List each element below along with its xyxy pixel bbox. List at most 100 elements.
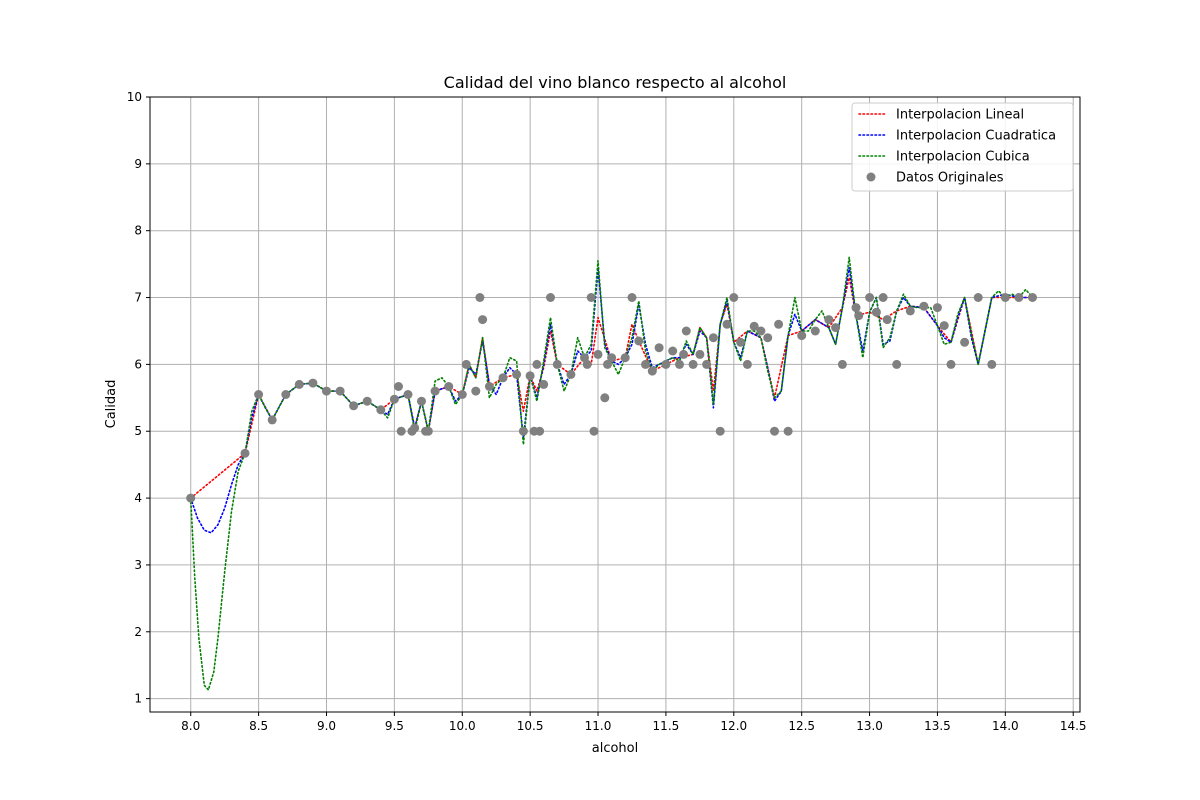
data-point <box>582 359 592 369</box>
x-tick-label: 12.0 <box>720 719 747 733</box>
data-point <box>539 379 549 389</box>
data-point <box>607 353 617 363</box>
data-point <box>417 396 426 406</box>
data-point <box>634 336 644 346</box>
data-point <box>294 379 304 389</box>
data-point <box>702 359 712 369</box>
data-point <box>865 293 875 302</box>
data-point <box>946 359 956 369</box>
data-point <box>973 293 983 302</box>
data-point <box>654 343 664 353</box>
data-point <box>566 369 576 379</box>
data-point <box>749 321 759 331</box>
data-point <box>641 359 650 369</box>
data-point <box>535 426 545 436</box>
data-point <box>423 426 433 436</box>
data-point <box>532 359 542 369</box>
data-point <box>892 359 902 369</box>
data-point <box>939 321 949 331</box>
data-point <box>461 359 471 369</box>
data-point <box>668 346 678 356</box>
y-tick-label: 4 <box>134 491 142 505</box>
data-point <box>905 306 915 316</box>
legend-marker-points <box>866 172 876 182</box>
data-point <box>376 405 386 415</box>
data-point <box>871 307 881 317</box>
data-point <box>240 448 250 458</box>
x-axis-label: alcohol <box>592 741 638 756</box>
x-tick-label: 9.0 <box>317 719 336 733</box>
x-tick-label: 9.5 <box>385 719 404 733</box>
data-point <box>708 333 718 343</box>
data-point <box>254 390 264 399</box>
data-point <box>831 323 841 333</box>
data-point <box>878 293 888 302</box>
data-point <box>729 293 739 302</box>
plot-frame <box>149 96 1081 713</box>
legend-label-points: Datos Originales <box>896 171 1004 186</box>
data-point <box>679 349 689 359</box>
data-point <box>783 426 793 436</box>
data-point <box>810 326 820 336</box>
data-point <box>647 366 657 376</box>
y-axis-label: Calidad <box>104 380 119 429</box>
data-point <box>854 311 864 321</box>
x-tick-label: 14.0 <box>992 719 1019 733</box>
legend-label-0: Interpolacion Lineal <box>896 108 1024 123</box>
data-point <box>882 315 892 325</box>
y-tick-label: 5 <box>134 424 142 438</box>
series-line-2 <box>189 256 1034 691</box>
data-point <box>722 319 732 329</box>
x-tick-label: 8.5 <box>249 719 268 733</box>
legend: Interpolacion Lineal Interpolacion Cuadra… <box>851 102 1074 192</box>
data-point <box>837 359 847 369</box>
data-point <box>525 371 535 381</box>
grid <box>150 96 1080 712</box>
x-tick-label: 11.5 <box>653 719 680 733</box>
data-point <box>824 315 834 325</box>
data-point <box>394 382 403 391</box>
x-axis-ticks: 8.0 8.5 9.0 9.5 10.0 10.5 11.0 11.5 12.0 12.5 13.0… <box>181 712 1087 733</box>
x-tick-label: 11.0 <box>585 719 612 733</box>
data-point <box>335 386 345 396</box>
data-point <box>475 293 485 302</box>
data-point <box>797 331 807 341</box>
data-point <box>410 423 420 433</box>
data-point <box>396 426 406 436</box>
chart-title: Calidad del vino blanco respecto al alco… <box>444 73 787 92</box>
data-point <box>430 386 440 396</box>
x-tick-label: 13.5 <box>924 719 951 733</box>
data-point <box>681 326 691 336</box>
data-point <box>362 396 372 406</box>
data-point <box>512 369 522 379</box>
data-point <box>742 359 752 369</box>
data-point <box>349 401 359 411</box>
data-point <box>518 426 528 436</box>
data-point <box>498 373 508 383</box>
data-point <box>661 359 671 369</box>
x-tick-label: 10.5 <box>517 719 544 733</box>
y-tick-label: 7 <box>134 291 142 305</box>
data-point <box>471 386 481 396</box>
data-point <box>403 390 413 399</box>
data-point <box>627 293 637 302</box>
y-tick-label: 9 <box>134 157 142 171</box>
x-tick-label: 12.5 <box>788 719 815 733</box>
y-tick-label: 6 <box>134 357 142 371</box>
y-tick-label: 10 <box>127 90 142 104</box>
data-point <box>322 386 331 396</box>
data-point <box>851 303 861 313</box>
data-point <box>756 326 766 336</box>
legend-label-2: Interpolacion Cubica <box>896 150 1030 165</box>
x-tick-label: 13.0 <box>856 719 883 733</box>
data-point <box>987 359 997 369</box>
data-point <box>552 359 562 369</box>
x-tick-label: 14.5 <box>1060 719 1087 733</box>
x-tick-label: 8.0 <box>181 719 200 733</box>
data-point <box>932 303 942 313</box>
data-point <box>457 390 467 399</box>
data-point <box>600 393 610 403</box>
data-point <box>444 382 454 391</box>
data-point <box>589 426 599 436</box>
